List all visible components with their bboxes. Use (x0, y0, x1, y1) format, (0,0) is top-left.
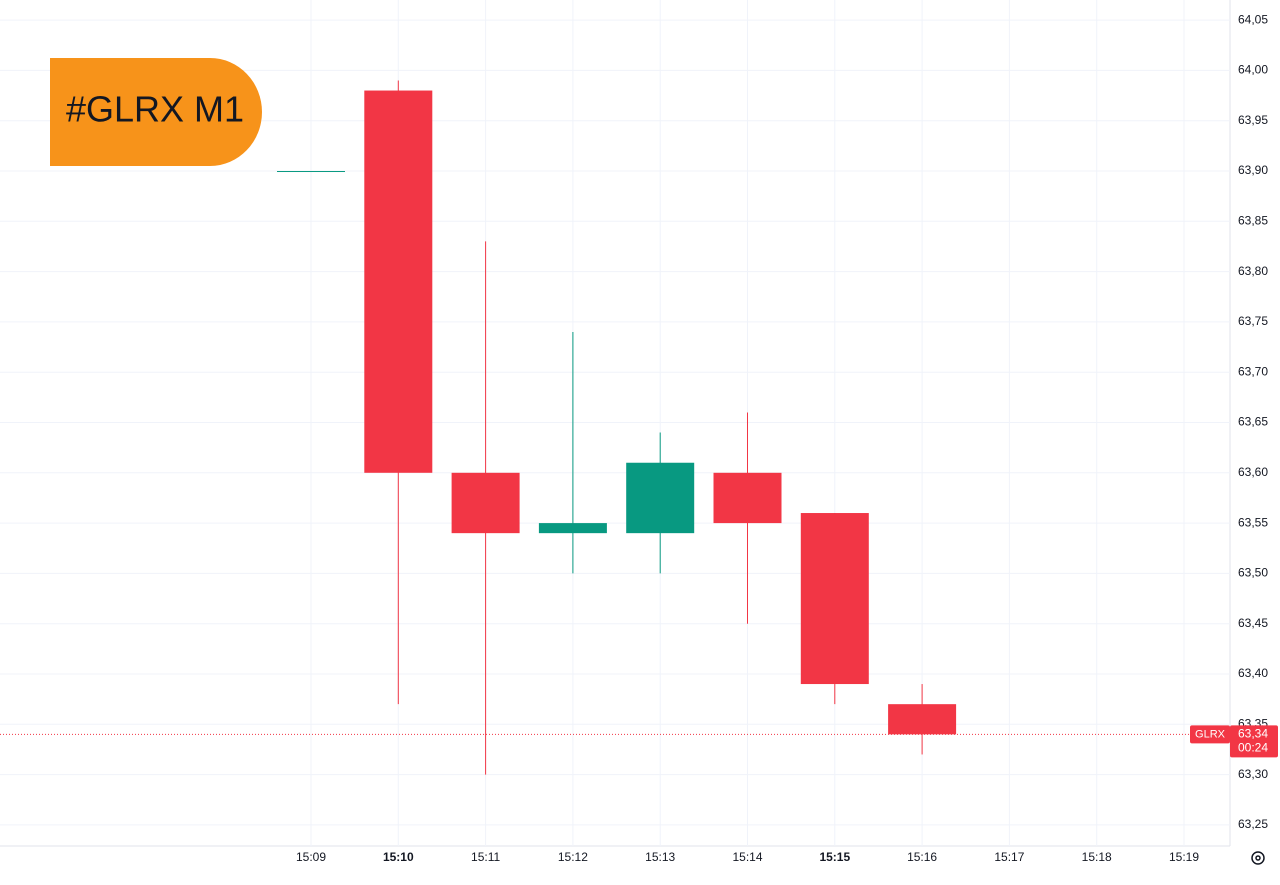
y-tick-label: 63,90 (1238, 163, 1268, 177)
x-tick-label: 15:10 (383, 850, 414, 864)
y-tick-label: 63,40 (1238, 666, 1268, 680)
y-tick-label: 63,70 (1238, 364, 1268, 378)
y-tick-label: 63,75 (1238, 314, 1268, 328)
y-tick-label: 63,55 (1238, 515, 1268, 529)
candle-body (626, 462, 695, 534)
x-tick-label: 15:18 (1082, 850, 1112, 864)
symbol-tag (1190, 725, 1230, 744)
x-tick-label: 15:12 (558, 850, 588, 864)
y-tick-label: 64,00 (1238, 63, 1268, 77)
y-tick-label: 63,85 (1238, 213, 1268, 227)
candle-body (800, 513, 869, 685)
last-price-label: 63,34 (1238, 727, 1268, 741)
candle-body (713, 472, 782, 524)
y-tick-label: 63,95 (1238, 113, 1268, 127)
y-tick-label: 63,80 (1238, 264, 1268, 278)
x-tick-label: 15:09 (296, 850, 326, 864)
x-tick-label: 15:14 (732, 850, 762, 864)
chart-title: #GLRX M1 (66, 89, 244, 130)
title-badge (50, 58, 262, 166)
x-tick-label: 15:16 (907, 850, 937, 864)
y-tick-label: 63,45 (1238, 616, 1268, 630)
y-tick-label: 64,05 (1238, 12, 1268, 26)
candle-body (451, 472, 520, 534)
y-tick-label: 63,25 (1238, 817, 1268, 831)
x-tick-label: 15:17 (994, 850, 1024, 864)
settings-icon[interactable] (1251, 851, 1265, 865)
y-tick-label: 63,60 (1238, 465, 1268, 479)
settings-gear[interactable] (1251, 851, 1265, 865)
candle-body (538, 523, 607, 534)
price-tag (1230, 725, 1278, 758)
candle-body (888, 704, 957, 735)
x-tick-label: 15:11 (471, 850, 500, 864)
settings-hub[interactable] (1255, 855, 1261, 861)
countdown-label: 00:24 (1238, 741, 1268, 755)
candle-body (364, 90, 433, 473)
symbol-label: GLRX (1195, 728, 1226, 740)
x-tick-label: 15:19 (1169, 850, 1199, 864)
x-tick-label: 15:13 (645, 850, 675, 864)
candle-body (277, 171, 345, 173)
y-tick-label: 63,65 (1238, 415, 1268, 429)
y-tick-label: 63,50 (1238, 566, 1268, 580)
x-tick-label: 15:15 (819, 850, 850, 864)
y-tick-label: 63,30 (1238, 767, 1268, 781)
